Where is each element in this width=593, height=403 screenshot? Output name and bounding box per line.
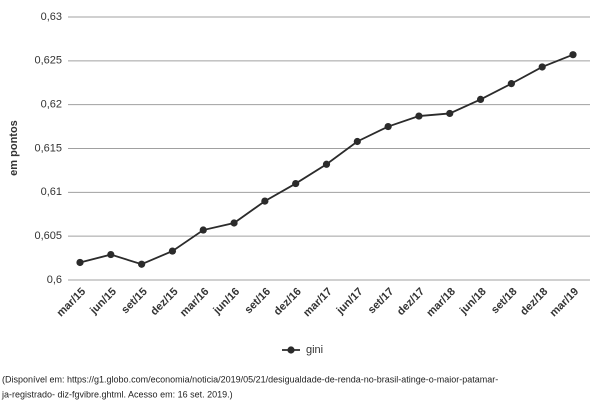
x-tick-label: set/16 <box>243 286 274 317</box>
x-tick-label: mar/19 <box>548 286 582 320</box>
point <box>261 197 269 205</box>
y-tick-label: 0,6 <box>47 274 62 286</box>
y-tick-label: 0,625 <box>34 55 62 67</box>
x-tick-label: mar/16 <box>178 286 212 320</box>
y-axis-label: em pontos <box>8 120 20 176</box>
x-tick-label: set/18 <box>489 286 520 317</box>
point <box>415 112 423 120</box>
point <box>507 80 515 88</box>
point <box>138 260 146 268</box>
point <box>76 258 84 267</box>
point <box>569 51 577 59</box>
x-tick-label: mar/15 <box>55 286 89 320</box>
point <box>230 219 238 227</box>
point <box>199 226 207 234</box>
x-tick-label: dez/16 <box>272 286 304 318</box>
y-tick-label: 0,62 <box>41 99 62 111</box>
point <box>292 179 300 188</box>
x-tick-label: dez/18 <box>518 286 550 318</box>
caption: ja-registrado- diz-fgvibre.ghtml. Acesso… <box>1 389 233 399</box>
x-tick-label: jun/17 <box>334 286 366 318</box>
x-tick-label: jun/15 <box>87 286 119 318</box>
y-tick-label: 0,61 <box>41 186 62 198</box>
point <box>446 109 454 118</box>
x-tick-label: set/15 <box>119 286 150 317</box>
point <box>168 247 177 255</box>
legend-label: gini <box>306 344 323 356</box>
y-tick-label: 0,605 <box>34 230 62 242</box>
x-tick-label: dez/17 <box>395 286 427 318</box>
x-tick-label: mar/18 <box>424 286 458 320</box>
legend-marker <box>287 346 295 354</box>
x-tick-label: jun/18 <box>457 286 489 318</box>
point <box>476 95 485 104</box>
point <box>384 122 392 131</box>
x-tick-label: jun/16 <box>211 286 243 318</box>
x-tick-label: dez/15 <box>148 286 180 318</box>
point <box>538 63 546 71</box>
point <box>322 160 331 168</box>
caption: (Disponível em: https://g1.globo.com/eco… <box>2 374 498 384</box>
point <box>107 250 115 259</box>
series-line <box>79 53 574 266</box>
x-tick-label: set/17 <box>366 286 397 317</box>
y-tick-label: 0,615 <box>34 142 62 154</box>
y-tick-label: 0,63 <box>41 11 62 23</box>
x-tick-label: mar/17 <box>301 286 335 320</box>
point <box>353 137 361 146</box>
